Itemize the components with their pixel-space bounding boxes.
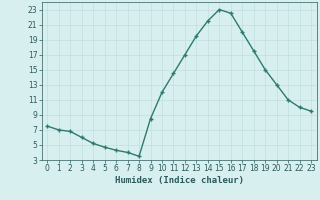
- X-axis label: Humidex (Indice chaleur): Humidex (Indice chaleur): [115, 176, 244, 185]
